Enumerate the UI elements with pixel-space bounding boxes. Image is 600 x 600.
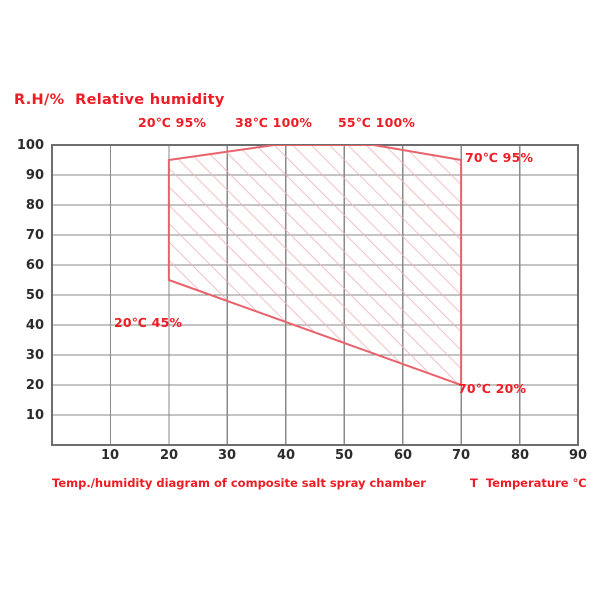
x-tick-60: 60 [393,448,413,463]
y-axis-title: R.H/% Relative humidity [14,92,225,108]
chart-caption: Temp./humidity diagram of composite salt… [52,476,426,490]
x-tick-50: 50 [334,448,354,463]
y-tick-10: 10 [25,408,44,423]
x-tick-20: 20 [159,448,179,463]
x-axis-title: T Temperature ℃ [470,476,587,490]
annotation-20c-45: 20℃ 45% [114,315,183,330]
annotation-70c-95: 70℃ 95% [465,150,534,165]
x-tick-70: 70 [451,448,471,463]
y-tick-20: 20 [25,378,44,393]
x-tick-80: 80 [510,448,530,463]
y-tick-60: 60 [25,258,44,273]
annotation-38c-100: 38℃ 100% [235,115,313,130]
y-tick-90: 90 [25,168,44,183]
y-tick-70: 70 [25,228,44,243]
x-tick-10: 10 [100,448,120,463]
y-tick-40: 40 [25,318,44,333]
y-tick-100: 100 [16,138,44,153]
humidity-envelope-outline [167,145,463,387]
y-tick-30: 30 [25,348,44,363]
y-tick-80: 80 [25,198,44,213]
humidity-envelope-area [168,145,462,385]
y-tick-50: 50 [25,288,44,303]
x-tick-90: 90 [568,448,588,463]
annotation-20c-95: 20℃ 95% [138,115,207,130]
annotation-55c-100: 55℃ 100% [338,115,416,130]
annotation-70c-20: 70℃ 20% [458,381,527,396]
x-tick-40: 40 [276,448,296,463]
x-tick-30: 30 [217,448,237,463]
